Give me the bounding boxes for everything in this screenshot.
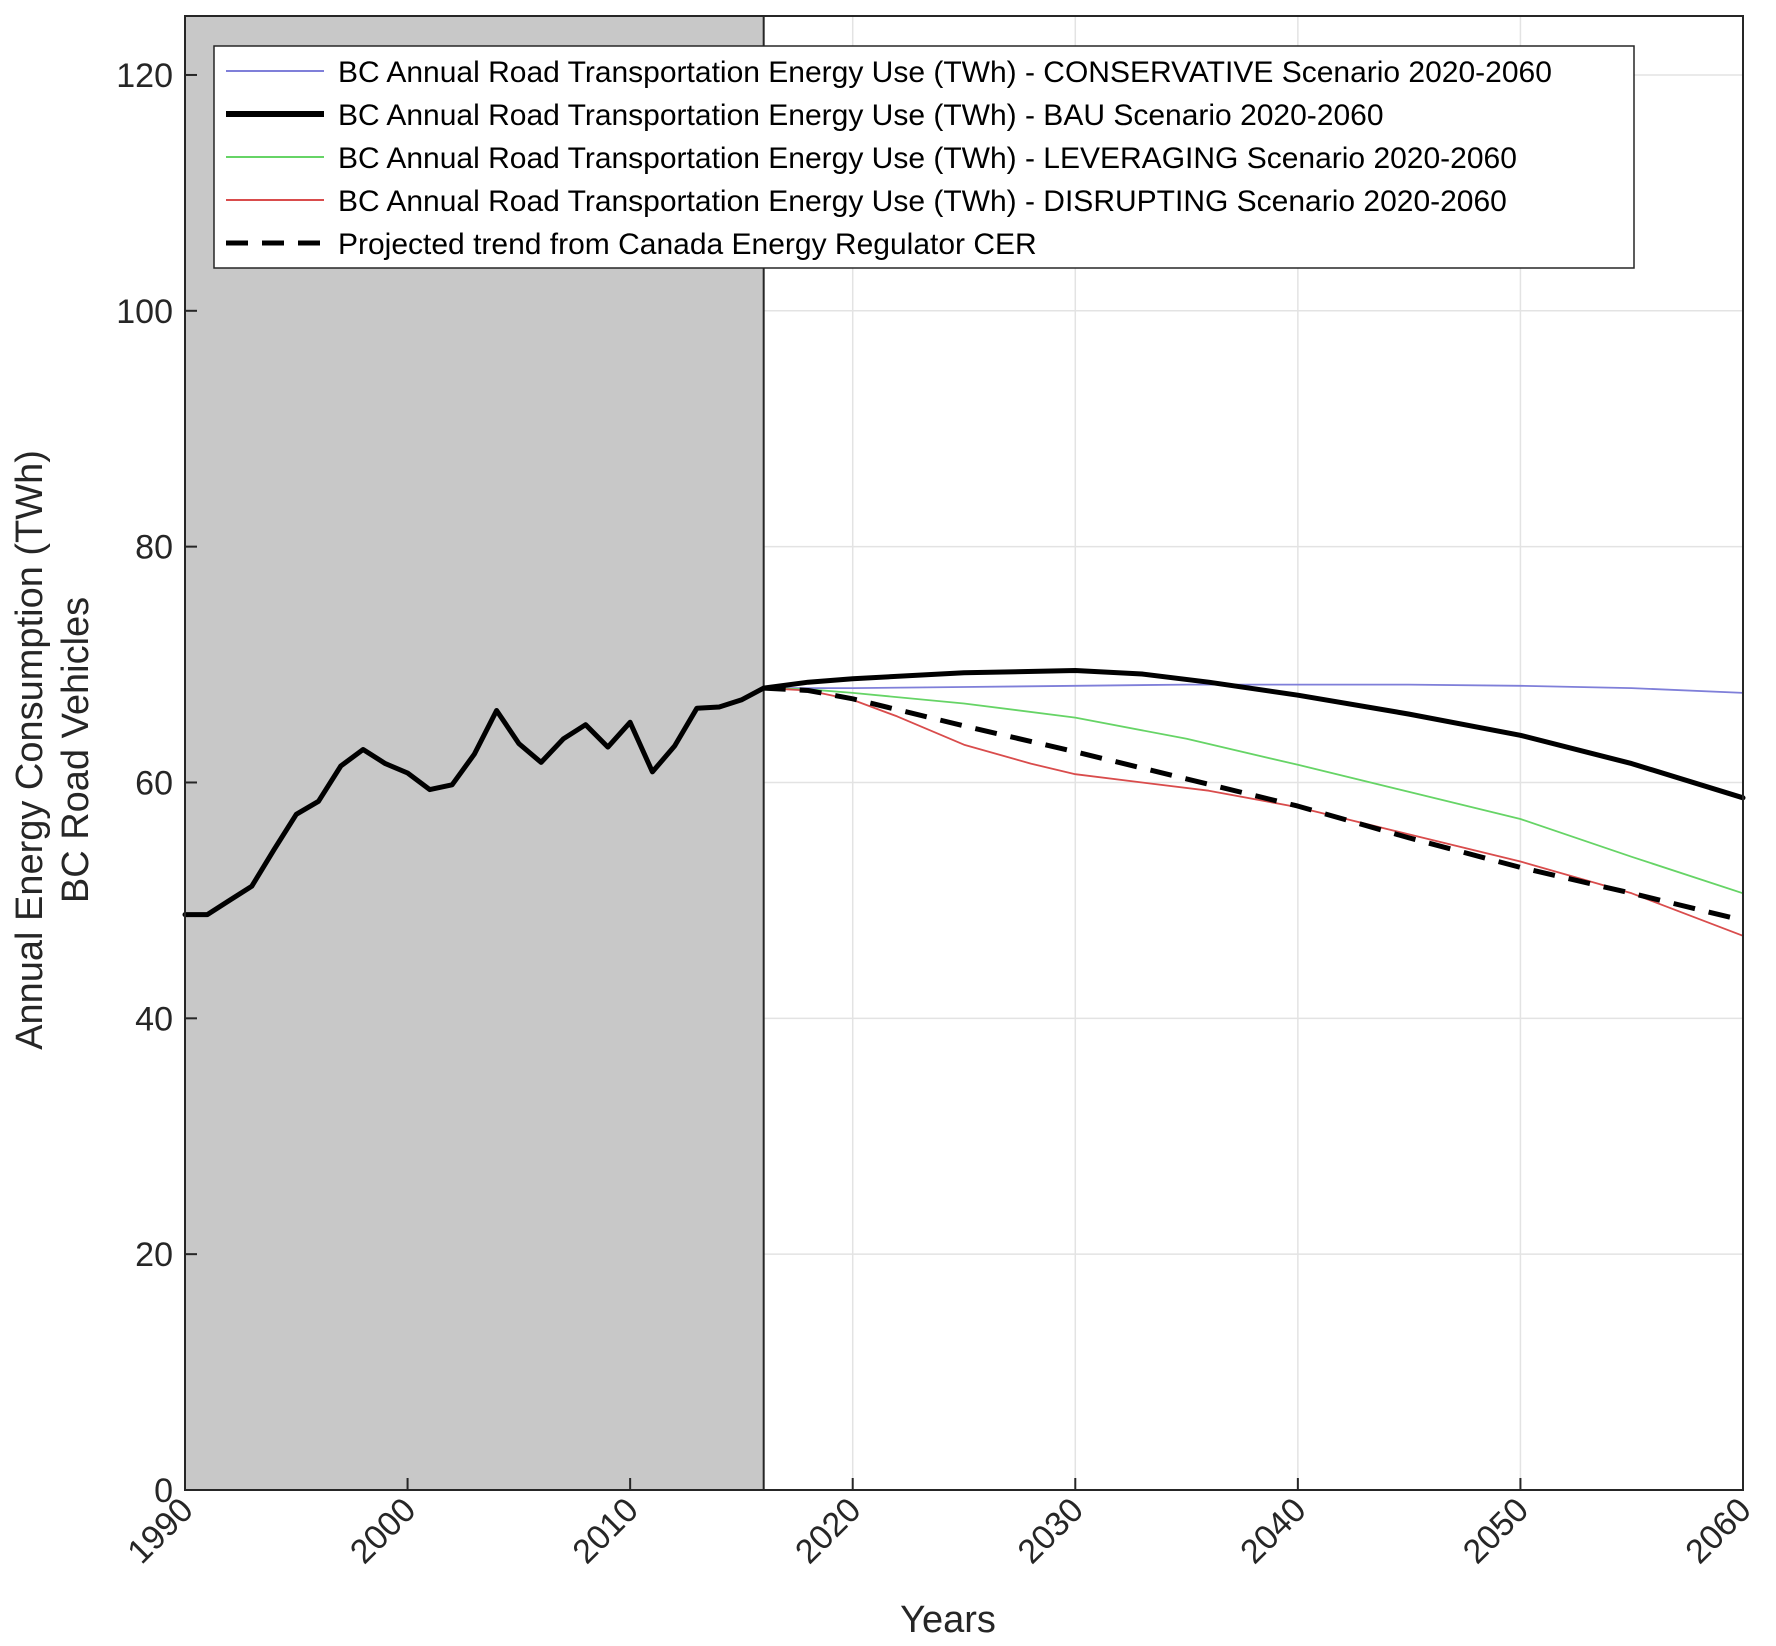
y-tick-label-0: 0 [154, 1472, 173, 1510]
legend-label-conservative: BC Annual Road Transportation Energy Use… [338, 56, 1552, 89]
series-layer [182, 668, 1746, 937]
y-axis-title-line1: Annual Energy Consumption (TWh) [9, 450, 51, 1050]
y-tick-label-60: 60 [135, 764, 173, 802]
series-line-leveraging [762, 687, 1744, 895]
legend-label-bau: BC Annual Road Transportation Energy Use… [338, 99, 1384, 132]
y-axis-title-line2: BC Road Vehicles [55, 597, 97, 903]
legend-label-leveraging: BC Annual Road Transportation Energy Use… [338, 142, 1517, 175]
x-axis-title: Years [900, 1599, 996, 1641]
series-line-disrupting [762, 687, 1744, 937]
legend-label-projection: Projected trend from Canada Energy Regul… [338, 228, 1037, 261]
series-line-projection [763, 685, 1744, 923]
y-tick-label-20: 20 [135, 1236, 173, 1274]
legend-box [213, 45, 1635, 269]
plot-frame [184, 15, 1744, 1491]
series-line-bau [182, 668, 1746, 918]
y-tick-label-100: 100 [116, 293, 173, 331]
legend: BC Annual Road Transportation Energy Use… [213, 45, 1635, 269]
y-tick-label-120: 120 [116, 57, 173, 95]
legend-label-disrupting: BC Annual Road Transportation Energy Use… [338, 185, 1507, 218]
y-tick-label-80: 80 [135, 529, 173, 567]
series-line-conservative [762, 683, 1744, 694]
y-tick-label-40: 40 [135, 1000, 173, 1038]
